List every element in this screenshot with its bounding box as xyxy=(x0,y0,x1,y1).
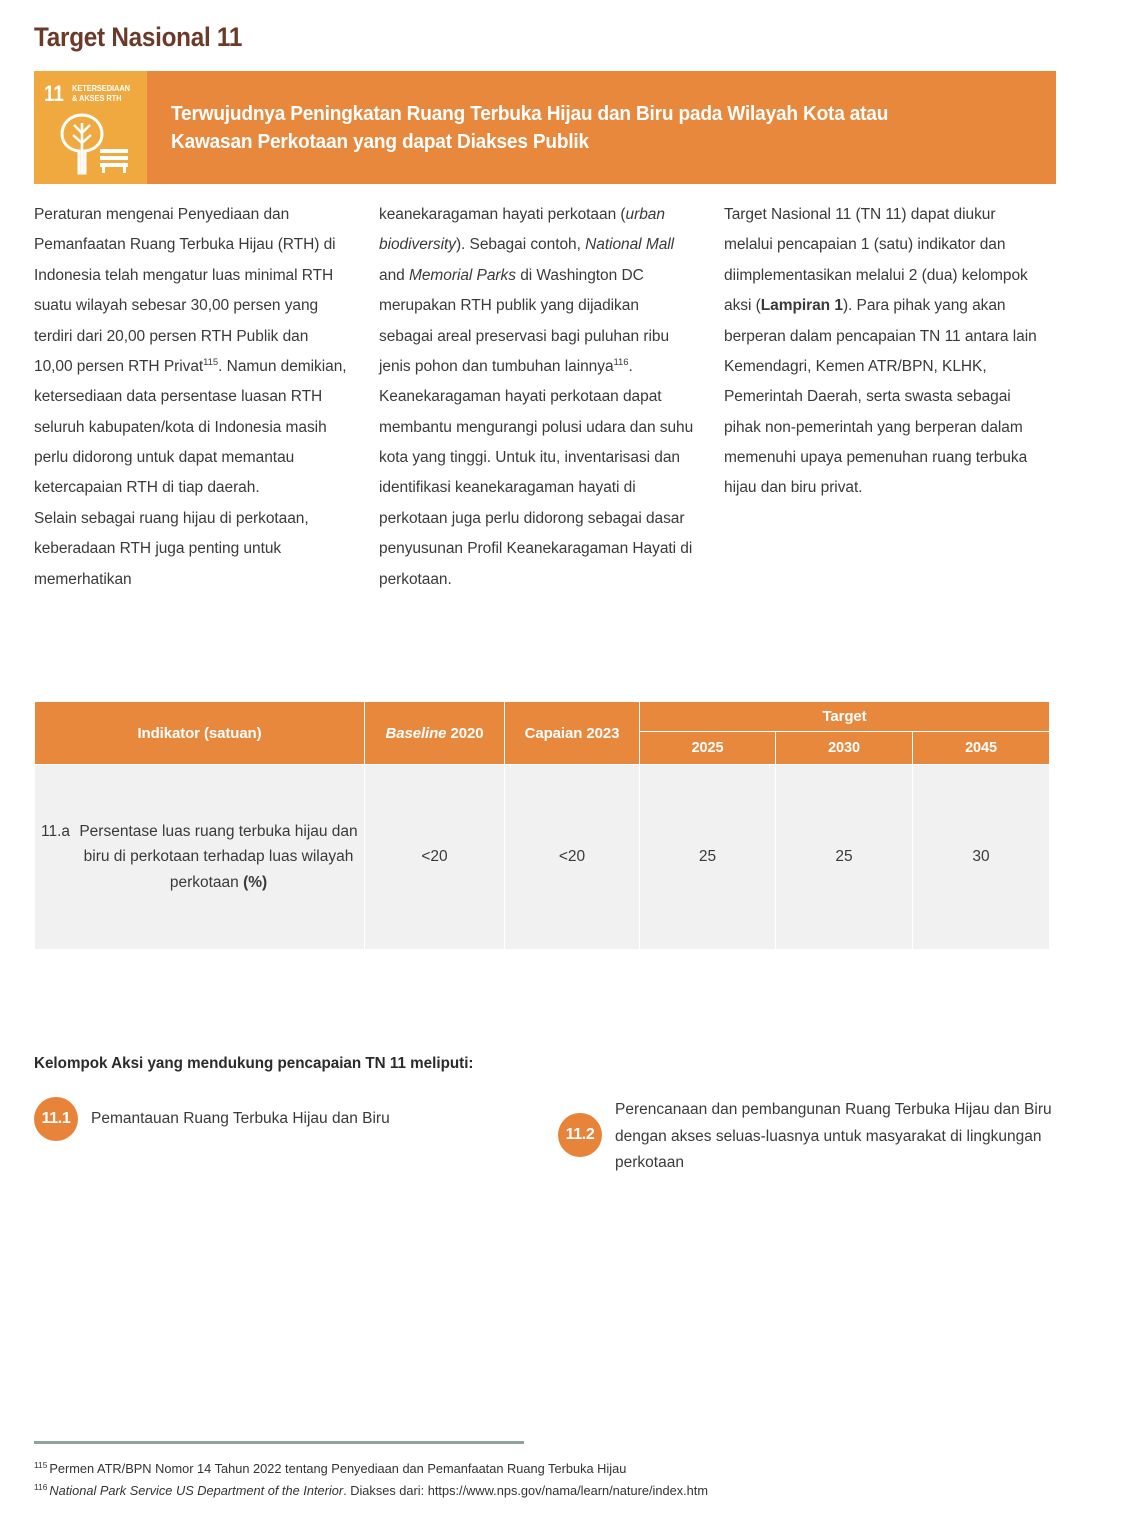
header-target-group: Target xyxy=(638,701,1051,732)
action-group-list: 11.1 Pemantauan Ruang Terbuka Hijau dan … xyxy=(34,1097,1056,1177)
cell-target-2025: 25 xyxy=(639,764,776,950)
footnote-116-text: . Diakses dari: https://www.nps.gov/nama… xyxy=(343,1483,708,1498)
action-badge-11-1: 11.1 xyxy=(34,1097,78,1141)
action-text-11-2: Perencanaan dan pembangunan Ruang Terbuk… xyxy=(615,1101,1052,1172)
page-title: Target Nasional 11 xyxy=(34,22,243,52)
footnote-list: 115 Permen ATR/BPN Nomor 14 Tahun 2022 te… xyxy=(34,1458,1054,1502)
paragraph-3-1: Target Nasional 11 (TN 11) dapat diukur … xyxy=(724,200,1039,504)
paragraph-2-1-c: and xyxy=(379,266,409,284)
paragraph-2-1-a: keanekaragaman hayati perkotaan ( xyxy=(379,206,626,223)
paragraph-2-1-b: ). Sebagai contoh, xyxy=(455,236,586,254)
body-column-3: Target Nasional 11 (TN 11) dapat diukur … xyxy=(724,200,1039,595)
paragraph-2-1-e: . Keanekaragaman hayati perkotaan dapat … xyxy=(379,357,694,588)
header-target-2030: 2030 xyxy=(775,731,913,765)
term-urban-biodiversity: urban biodiversity xyxy=(379,206,665,254)
paragraph-2-1: keanekaragaman hayati perkotaan (urban b… xyxy=(379,200,694,595)
paragraph-2-1-d: di Washington DC merupakan RTH publik ya… xyxy=(379,266,670,375)
table-header-row-2: 2025 2030 2045 xyxy=(35,731,1051,765)
term-national-mall: National Mall xyxy=(585,236,675,254)
header-baseline-italic: Baseline xyxy=(385,724,447,742)
header-capaian: Capaian 2023 xyxy=(504,701,640,765)
target-banner: 11 KETERSEDIAAN & AKSES RTH Terwujudn xyxy=(34,71,1056,184)
action-text-11-1: Pemantauan Ruang Terbuka Hijau dan Biru xyxy=(91,1110,390,1127)
indicator-description: Persentase luas ruang terbuka hijau dan … xyxy=(79,819,358,894)
indicator-table: Indikator (satuan) Baseline 2020 Capaian… xyxy=(34,701,1051,950)
reference-lampiran-1: Lampiran 1 xyxy=(760,297,843,315)
footnote-divider xyxy=(34,1441,524,1444)
paragraph-1-1: Peraturan mengenai Penyediaan dan Pemanf… xyxy=(34,200,349,504)
indicator-unit: (%) xyxy=(243,873,268,891)
footnote-116-marker: 116 xyxy=(34,1481,48,1492)
action-group-item-11-1: 11.1 Pemantauan Ruang Terbuka Hijau dan … xyxy=(34,1097,532,1177)
paragraph-1-1-text: Peraturan mengenai Penyediaan dan Pemanf… xyxy=(34,206,336,375)
paragraph-1-2: Selain sebagai ruang hijau di perkotaan,… xyxy=(34,509,309,588)
footnote-116: 116 National Park Service US Department o… xyxy=(34,1480,1054,1502)
action-group-heading: Kelompok Aksi yang mendukung pencapaian … xyxy=(34,1055,474,1072)
body-columns: Peraturan mengenai Penyediaan dan Pemanf… xyxy=(34,200,1056,595)
cell-baseline-2020: <20 xyxy=(364,764,505,950)
indicator-code: 11.a xyxy=(41,823,71,841)
body-column-2: keanekaragaman hayati perkotaan (urban b… xyxy=(379,200,694,595)
footnote-ref-116: 116 xyxy=(613,356,629,368)
paragraph-3-1-b: ). Para pihak yang akan berperan dalam p… xyxy=(724,297,1037,497)
sdg-goal-badge: 11 KETERSEDIAAN & AKSES RTH xyxy=(34,71,147,184)
footnote-115: 115 Permen ATR/BPN Nomor 14 Tahun 2022 te… xyxy=(34,1458,1054,1480)
paragraph-1-1-text-cont: . Namun demikian, ketersediaan data pers… xyxy=(34,357,347,497)
body-column-1: Peraturan mengenai Penyediaan dan Pemanf… xyxy=(34,200,349,595)
tree-and-bench-icon xyxy=(60,113,128,175)
header-baseline: Baseline 2020 xyxy=(364,701,505,765)
cell-target-2030: 25 xyxy=(775,764,913,950)
footnote-115-text: Permen ATR/BPN Nomor 14 Tahun 2022 tenta… xyxy=(49,1461,627,1476)
sdg-goal-label: KETERSEDIAAN & AKSES RTH xyxy=(72,83,130,103)
sdg-goal-number: 11 xyxy=(44,81,64,106)
term-memorial-parks: Memorial Parks xyxy=(408,266,516,284)
cell-capaian-2023: <20 xyxy=(504,764,640,950)
table-header-row-1: Indikator (satuan) Baseline 2020 Capaian… xyxy=(34,701,1051,765)
cell-target-2045: 30 xyxy=(911,764,1051,950)
banner-heading: Terwujudnya Peningkatan Ruang Terbuka Hi… xyxy=(171,102,889,153)
indicator-description-text: Persentase luas ruang terbuka hijau dan … xyxy=(79,823,358,891)
cell-indicator: 11.a Persentase luas ruang terbuka hijau… xyxy=(34,764,365,950)
header-baseline-year: 2020 xyxy=(446,724,484,742)
header-target-2025: 2025 xyxy=(639,731,776,765)
header-indicator: Indikator (satuan) xyxy=(34,701,365,765)
banner-heading-container: Terwujudnya Peningkatan Ruang Terbuka Hi… xyxy=(147,71,1056,184)
table-row: 11.a Persentase luas ruang terbuka hijau… xyxy=(34,764,1051,950)
header-target-2045: 2045 xyxy=(911,731,1051,765)
indicator-table-wrapper: Indikator (satuan) Baseline 2020 Capaian… xyxy=(34,701,1051,950)
action-group-item-11-2: 11.2 Perencanaan dan pembangunan Ruang T… xyxy=(558,1097,1056,1177)
action-badge-11-2: 11.2 xyxy=(558,1113,602,1157)
footnote-ref-115: 115 xyxy=(203,356,219,368)
footnote-115-marker: 115 xyxy=(34,1459,48,1470)
paragraph-3-1-a: Target Nasional 11 (TN 11) dapat diukur … xyxy=(724,206,1028,315)
footnote-116-source: National Park Service US Department of t… xyxy=(49,1483,344,1498)
